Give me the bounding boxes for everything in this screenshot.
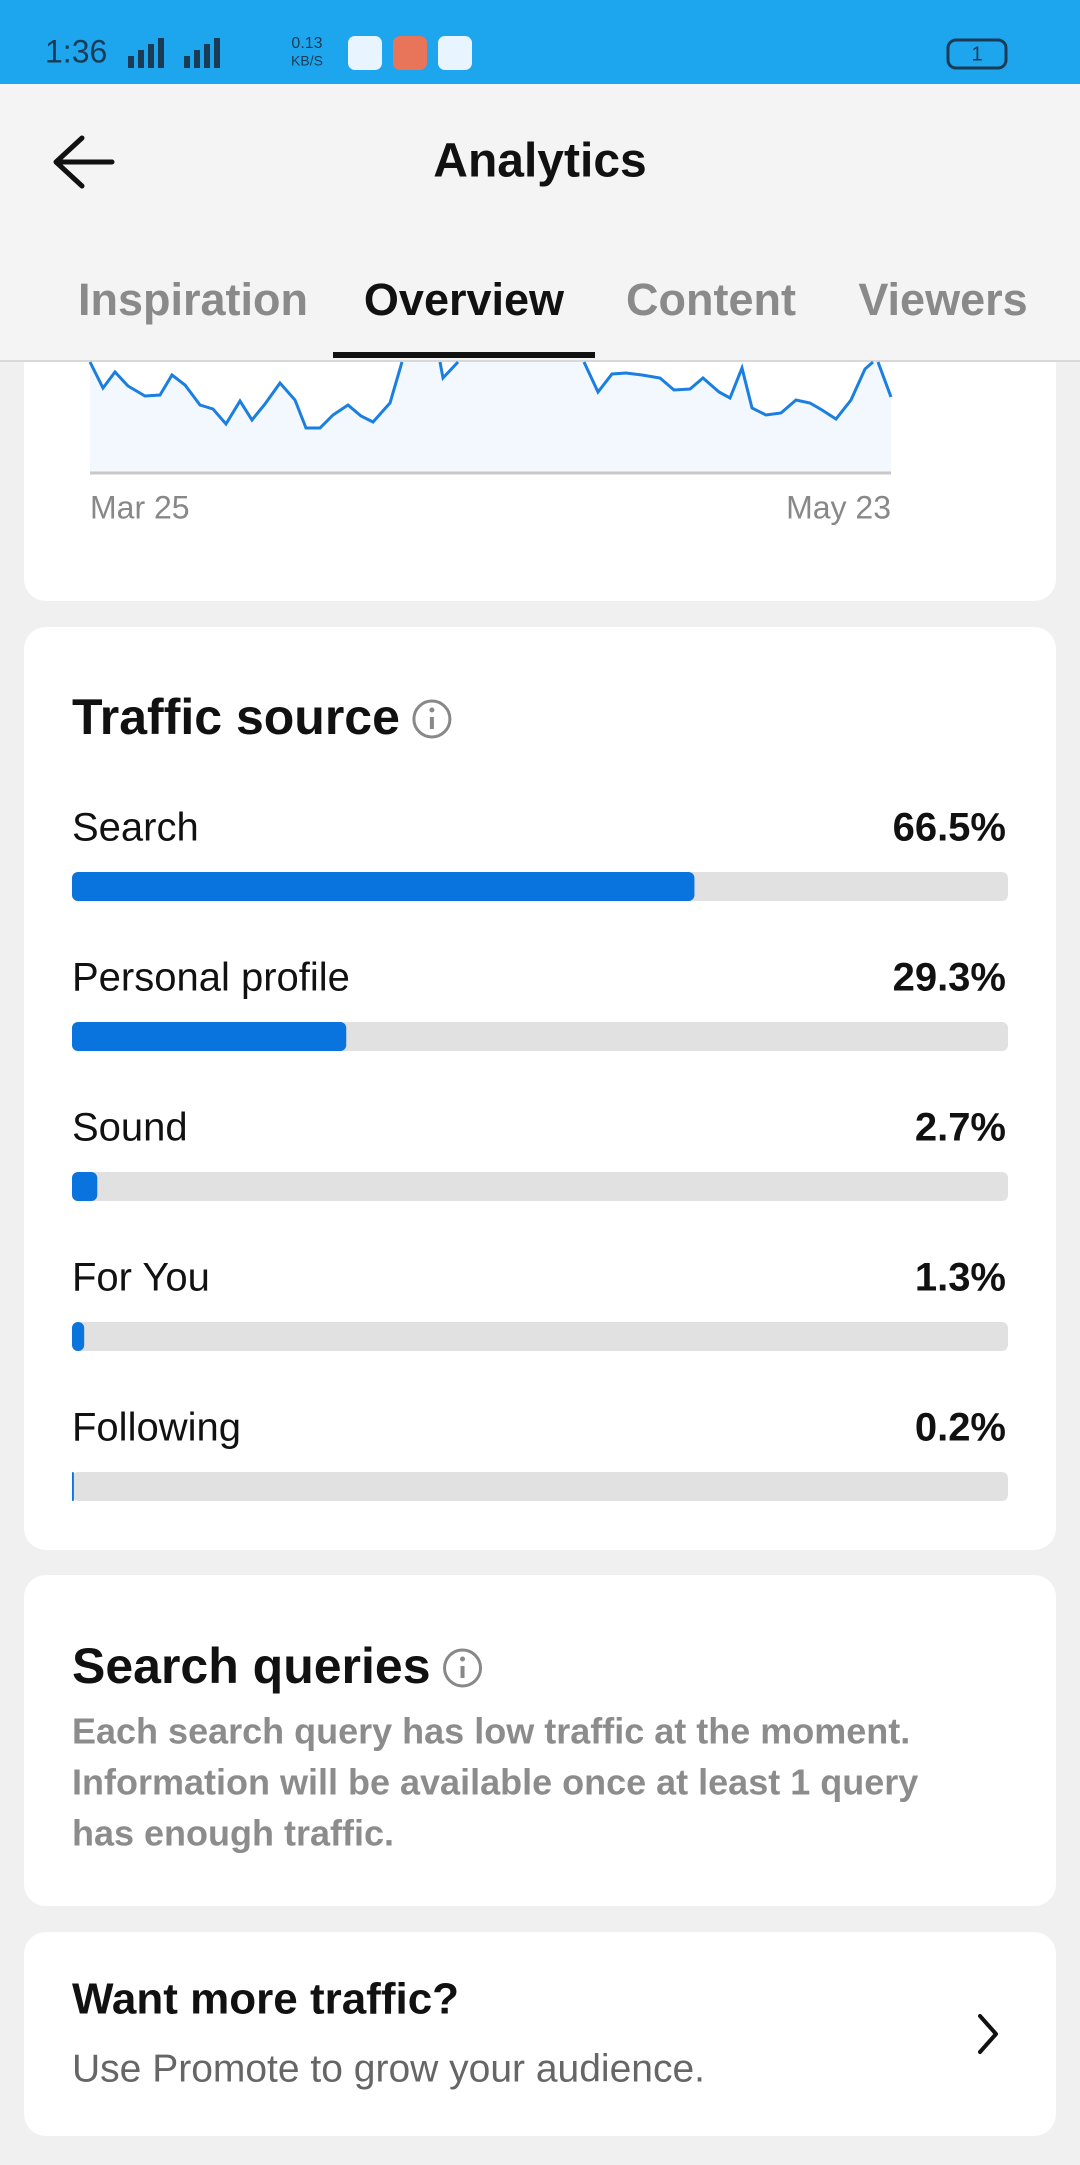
bar	[72, 1172, 98, 1201]
signal-icons	[128, 38, 220, 68]
tab-indicator	[333, 352, 595, 358]
status-time: 1:36	[45, 33, 107, 69]
app-icon	[393, 36, 427, 70]
source-label: Search	[72, 806, 199, 850]
bar	[72, 1322, 85, 1351]
tab[interactable]: Viewers	[858, 274, 1027, 325]
chevron[interactable]	[978, 2014, 998, 2054]
promote-card[interactable]	[24, 1932, 1056, 2136]
x-tick-label: May 23	[786, 489, 891, 525]
x-tick-label: Mar 25	[90, 489, 190, 525]
description-line: Information will be available once at le…	[72, 1762, 918, 1803]
source-label: Sound	[72, 1106, 188, 1150]
battery	[946, 38, 1008, 70]
traffic-card	[24, 627, 1056, 1550]
tab[interactable]: Content	[626, 274, 796, 325]
queries-card	[24, 1575, 1056, 1906]
status-bar	[0, 0, 1080, 84]
source-value: 29.3%	[893, 956, 1006, 1000]
source-value: 0.2%	[915, 1406, 1006, 1450]
net-unit: KB/S	[291, 53, 323, 69]
header-title: Analytics	[433, 135, 646, 188]
net-speed: 0.13	[291, 35, 322, 52]
description-line: Each search query has low traffic at the…	[72, 1711, 910, 1752]
promote-subtitle: Use Promote to grow your audience.	[72, 2047, 705, 2090]
bar-track	[72, 1172, 1008, 1201]
section-title: Search queries	[72, 1638, 431, 1694]
bar-track	[72, 1322, 1008, 1351]
tab[interactable]: Inspiration	[78, 274, 308, 325]
app-icon	[438, 36, 472, 70]
description-line: has enough traffic.	[72, 1813, 394, 1854]
bar	[72, 1022, 347, 1051]
source-label: Personal profile	[72, 956, 350, 1000]
source-value: 1.3%	[915, 1256, 1006, 1300]
promote-title: Want more traffic?	[72, 1975, 459, 2024]
bar	[72, 872, 695, 901]
app-icon	[348, 36, 382, 70]
source-value: 2.7%	[915, 1106, 1006, 1150]
source-label: Following	[72, 1406, 241, 1450]
info-icon[interactable]	[443, 1648, 483, 1688]
bar	[72, 1472, 74, 1501]
source-value: 66.5%	[893, 806, 1006, 850]
info-icon[interactable]	[412, 699, 452, 739]
tab[interactable]: Overview	[364, 274, 565, 325]
trend-line	[88, 360, 893, 430]
back-button[interactable]	[53, 135, 115, 189]
header	[0, 84, 1080, 361]
bar-track	[72, 1472, 1008, 1501]
source-label: For You	[72, 1256, 210, 1300]
battery-level: 1	[971, 43, 982, 65]
section-title: Traffic source	[72, 689, 400, 745]
